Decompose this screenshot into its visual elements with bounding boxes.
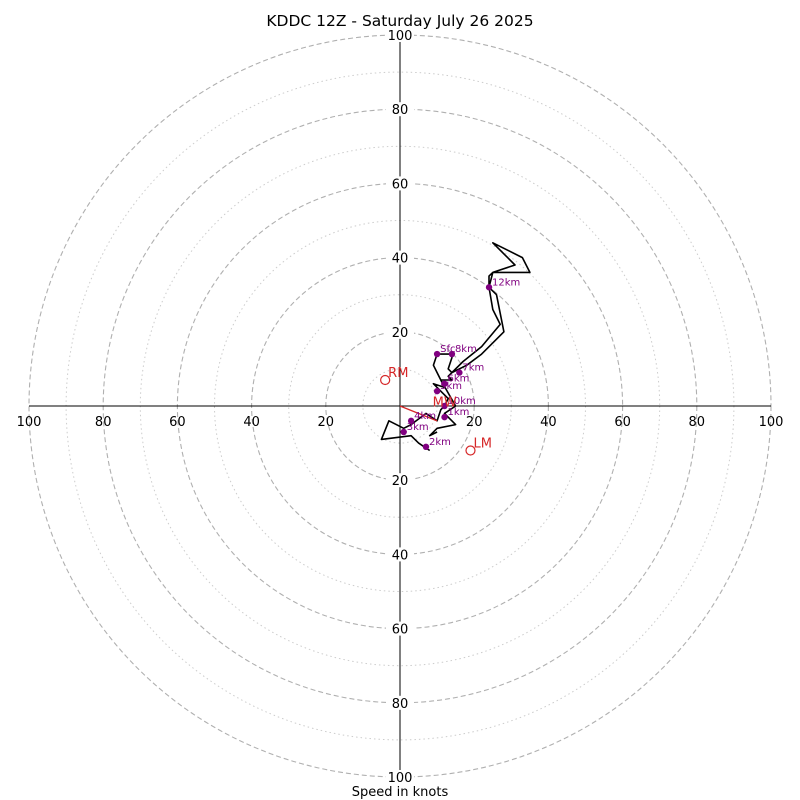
tick-label-y-neg-20: 20 (392, 474, 409, 489)
height-label-1km: 1km (448, 407, 470, 418)
height-label-sfc: Sfc (440, 344, 455, 355)
tick-label-y-pos-40: 40 (392, 252, 409, 267)
height-label-10km: 10km (448, 396, 476, 407)
height-marker-6km (441, 380, 448, 387)
tick-label-bg-y-neg-40 (386, 547, 414, 562)
tick-label-y-pos-100: 100 (388, 29, 413, 44)
tick-label-bg-y-pos-20 (386, 324, 414, 339)
tick-label-x-neg-40: 40 (243, 415, 260, 430)
storm-motions: RM LM MW (380, 366, 492, 456)
height-marker-sfc (433, 350, 441, 358)
height-marker-2km (422, 443, 430, 451)
tick-label-bg-y-neg-100 (386, 770, 414, 784)
tick-label-bg-y-neg-60 (386, 621, 414, 636)
height-marker-4km (407, 417, 415, 425)
tick-label-y-pos-20: 20 (392, 326, 409, 341)
height-label-8km: 8km (455, 344, 477, 355)
height-label-6km: 6km (448, 374, 470, 385)
height-label-12km: 12km (492, 277, 520, 288)
shear-vector (399, 405, 438, 422)
tick-label-x-pos-40: 40 (540, 415, 557, 430)
height-label-3km: 3km (407, 422, 429, 433)
chart-title: KDDC 12Z - Saturday July 26 2025 (266, 12, 533, 30)
storm-motion-label-rm: RM (388, 366, 408, 381)
tick-label-bg-y-pos-60 (386, 176, 414, 191)
storm-motion-label-lm: LM (473, 437, 491, 452)
tick-label-y-neg-80: 80 (392, 697, 409, 712)
shear-vector-line (399, 405, 438, 422)
height-marker-10km (441, 402, 448, 410)
height-marker-3km (400, 428, 407, 436)
tick-label-bg-y-pos-80 (386, 102, 414, 117)
tick-labels: 20 20 20 20 40 40 40 40 60 60 60 60 80 80 80 80 100 100 10… (17, 28, 784, 786)
tick-label-bg-y-pos-100 (386, 28, 414, 42)
tick-label-x-pos-100: 100 (759, 415, 784, 430)
height-marker-12km (485, 284, 493, 291)
tick-label-x-pos-60: 60 (614, 415, 631, 430)
tick-label-x-neg-20: 20 (318, 415, 335, 430)
tick-label-y-neg-40: 40 (392, 548, 409, 563)
tick-label-x-neg-60: 60 (169, 415, 186, 430)
tick-label-y-neg-100: 100 (388, 771, 413, 786)
tick-label-x-pos-20: 20 (466, 415, 483, 430)
hodograph-trace-line (380, 242, 531, 452)
x-axis-label: Speed in knots (352, 785, 449, 800)
hodograph-trace (380, 242, 531, 452)
tick-label-x-neg-100: 100 (17, 415, 42, 430)
storm-motion-marker-rm (380, 374, 391, 386)
tick-label-y-pos-60: 60 (392, 177, 409, 192)
height-label-4km: 4km (414, 411, 436, 422)
tick-label-x-pos-80: 80 (689, 415, 706, 430)
tick-label-y-neg-60: 60 (392, 623, 409, 638)
storm-motion-marker-lm (465, 445, 476, 456)
height-label-2km: 2km (429, 437, 451, 448)
tick-label-x-neg-80: 80 (95, 415, 112, 430)
height-marker-5km (433, 387, 441, 395)
height-label-7km: 7km (462, 363, 484, 374)
height-marker-1km (441, 413, 448, 421)
tick-label-bg-y-pos-40 (386, 250, 414, 265)
height-label-5km: 5km (440, 381, 462, 392)
height-marker-8km (448, 350, 456, 358)
height-marker-7km (456, 369, 463, 376)
tick-label-y-pos-80: 80 (392, 103, 409, 118)
storm-motion-label-mw: MW (433, 396, 457, 411)
tick-label-bg-y-neg-20 (386, 473, 414, 488)
tick-label-bg-y-neg-80 (386, 695, 414, 710)
